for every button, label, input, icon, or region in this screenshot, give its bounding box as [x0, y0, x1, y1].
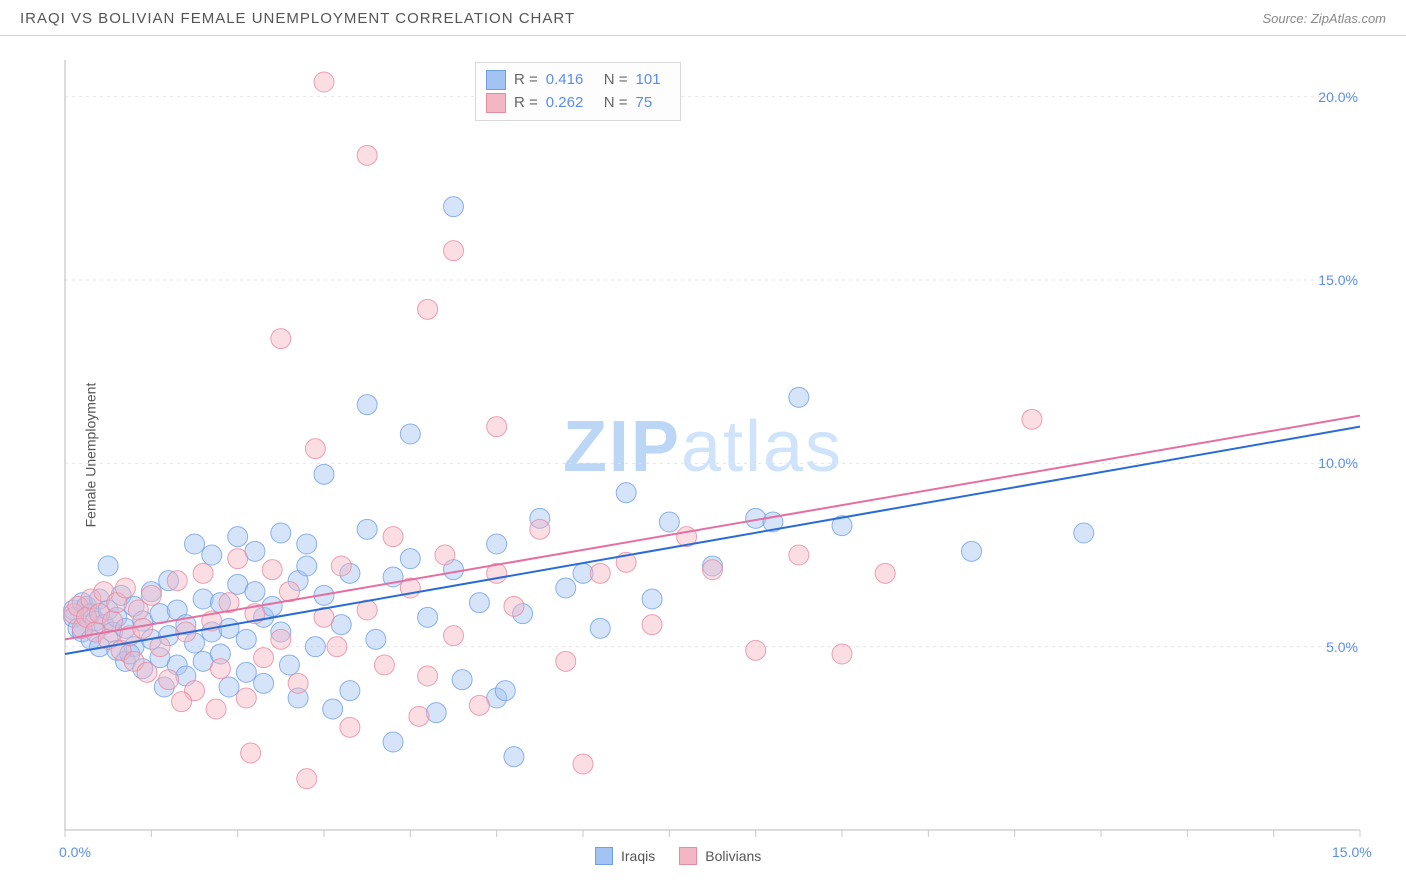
scatter-plot	[20, 45, 1386, 865]
r-label: R =	[514, 92, 538, 115]
n-label: N =	[604, 69, 628, 92]
stats-row: R = 0.262 N = 75	[486, 92, 666, 115]
legend-swatch	[595, 847, 613, 865]
y-tick-label: 15.0%	[1318, 272, 1358, 288]
chart-header: IRAQI VS BOLIVIAN FEMALE UNEMPLOYMENT CO…	[0, 0, 1406, 36]
chart-source: Source: ZipAtlas.com	[1262, 11, 1386, 26]
r-label: R =	[514, 69, 538, 92]
series-legend: Iraqis Bolivians	[595, 847, 761, 865]
r-value: 0.262	[546, 92, 596, 115]
legend-swatch	[679, 847, 697, 865]
chart-title: IRAQI VS BOLIVIAN FEMALE UNEMPLOYMENT CO…	[20, 10, 575, 27]
n-value: 101	[636, 69, 666, 92]
legend-label: Bolivians	[705, 848, 761, 864]
y-tick-label: 20.0%	[1318, 89, 1358, 105]
series-swatch	[486, 70, 506, 90]
stats-legend-box: R = 0.416 N = 101 R = 0.262 N = 75	[475, 62, 681, 121]
y-tick-label: 10.0%	[1318, 455, 1358, 471]
r-value: 0.416	[546, 69, 596, 92]
series-swatch	[486, 93, 506, 113]
legend-item: Iraqis	[595, 847, 655, 865]
n-label: N =	[604, 92, 628, 115]
legend-item: Bolivians	[679, 847, 761, 865]
x-tick-label: 0.0%	[59, 844, 91, 860]
x-tick-label: 15.0%	[1332, 844, 1372, 860]
stats-row: R = 0.416 N = 101	[486, 69, 666, 92]
chart-area: Female Unemployment ZIPatlas R =0.416N =…	[20, 45, 1386, 865]
y-tick-label: 5.0%	[1326, 639, 1358, 655]
n-value: 75	[636, 92, 666, 115]
legend-label: Iraqis	[621, 848, 655, 864]
